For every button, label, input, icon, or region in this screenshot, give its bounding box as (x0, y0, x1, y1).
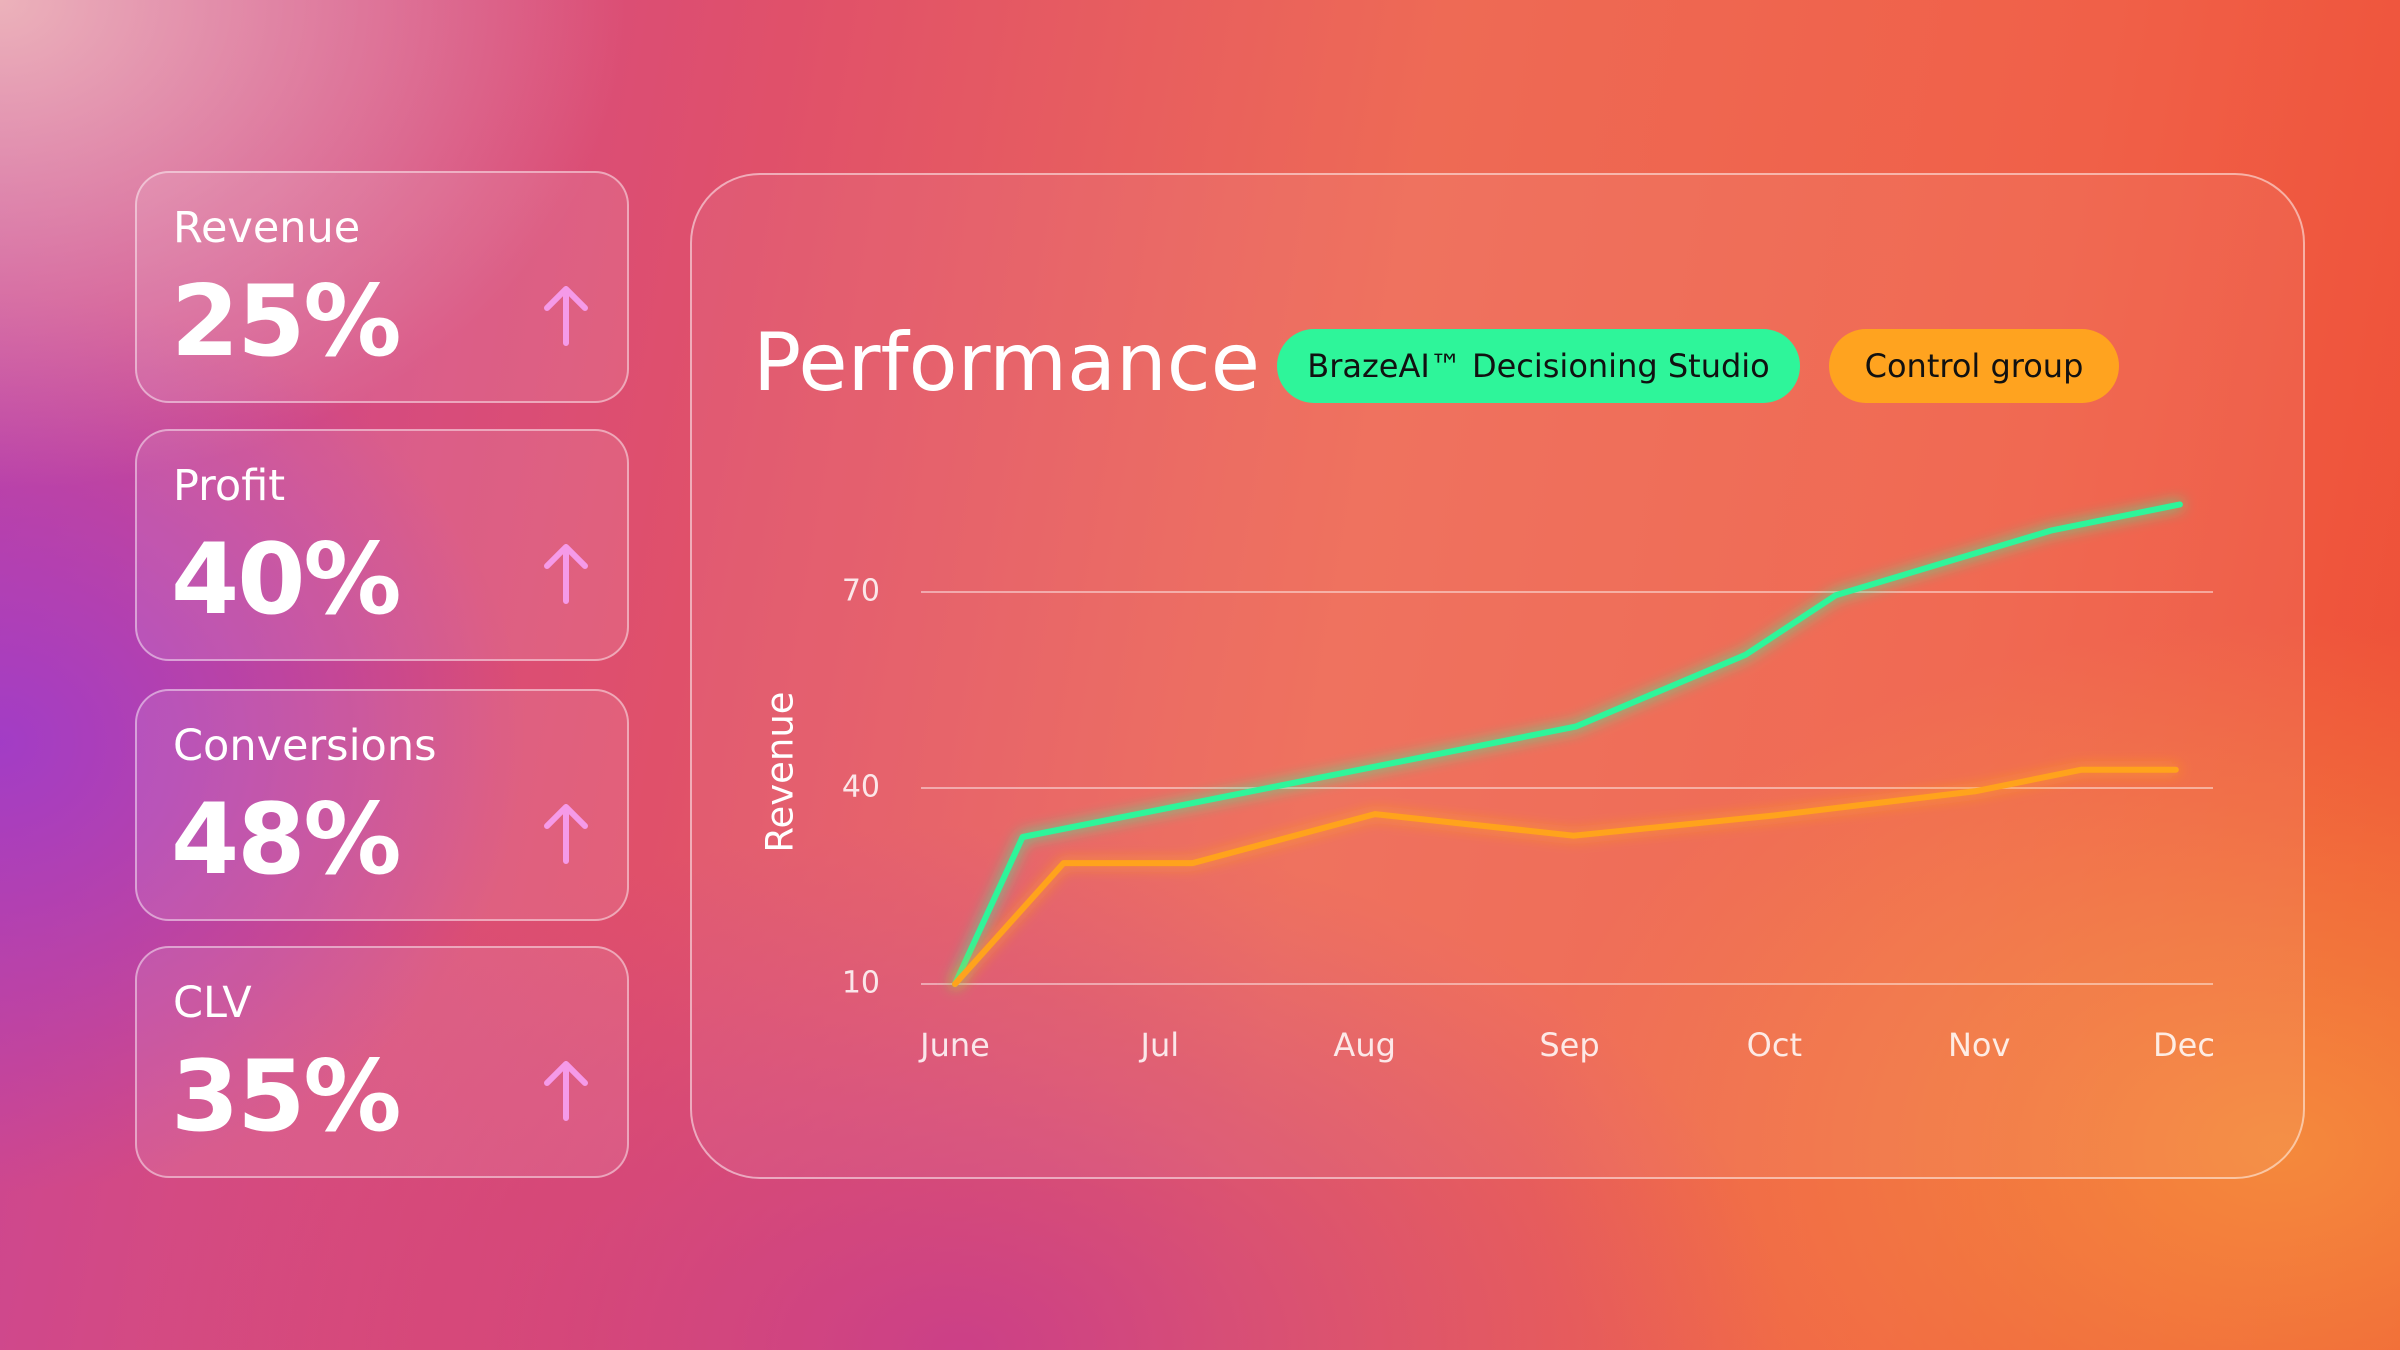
series-line (952, 501, 2183, 987)
x-tick-label: Aug (1333, 1026, 1395, 1064)
metric-card: Revenue 25% (135, 171, 629, 403)
metric-card: Conversions 48% (135, 689, 629, 921)
up-arrow (544, 804, 588, 864)
x-tick-label: Oct (1747, 1026, 1802, 1064)
metric-card: Profit 40% (135, 429, 629, 661)
card-value: 25% (171, 265, 402, 379)
y-tick-label: 10 (842, 966, 880, 1001)
card-label: Profit (173, 461, 286, 511)
card-value: 48% (171, 783, 402, 897)
x-tick-label: June (918, 1026, 990, 1064)
x-tick-label: Sep (1539, 1026, 1599, 1064)
legend-pill: BrazeAI™ Decisioning Studio (1277, 329, 1800, 403)
card-label: CLV (173, 978, 252, 1028)
x-tick-label: Dec (2153, 1026, 2215, 1064)
y-axis-label: Revenue (759, 691, 802, 852)
x-tick-label: Jul (1139, 1026, 1180, 1064)
legend-pill: Control group (1829, 329, 2119, 403)
card-label: Revenue (173, 203, 361, 253)
chart-title: Performance (753, 316, 1260, 409)
y-tick-label: 70 (842, 574, 880, 609)
card-value: 35% (171, 1040, 402, 1154)
up-arrow (544, 544, 588, 604)
y-tick-label: 40 (842, 770, 880, 805)
up-arrow (544, 286, 588, 346)
metric-card: CLV 35% (135, 946, 629, 1178)
series-line (952, 766, 2179, 987)
card-value: 40% (171, 523, 402, 637)
up-arrow (544, 1061, 588, 1121)
card-label: Conversions (173, 721, 437, 771)
x-tick-label: Nov (1948, 1026, 2010, 1064)
